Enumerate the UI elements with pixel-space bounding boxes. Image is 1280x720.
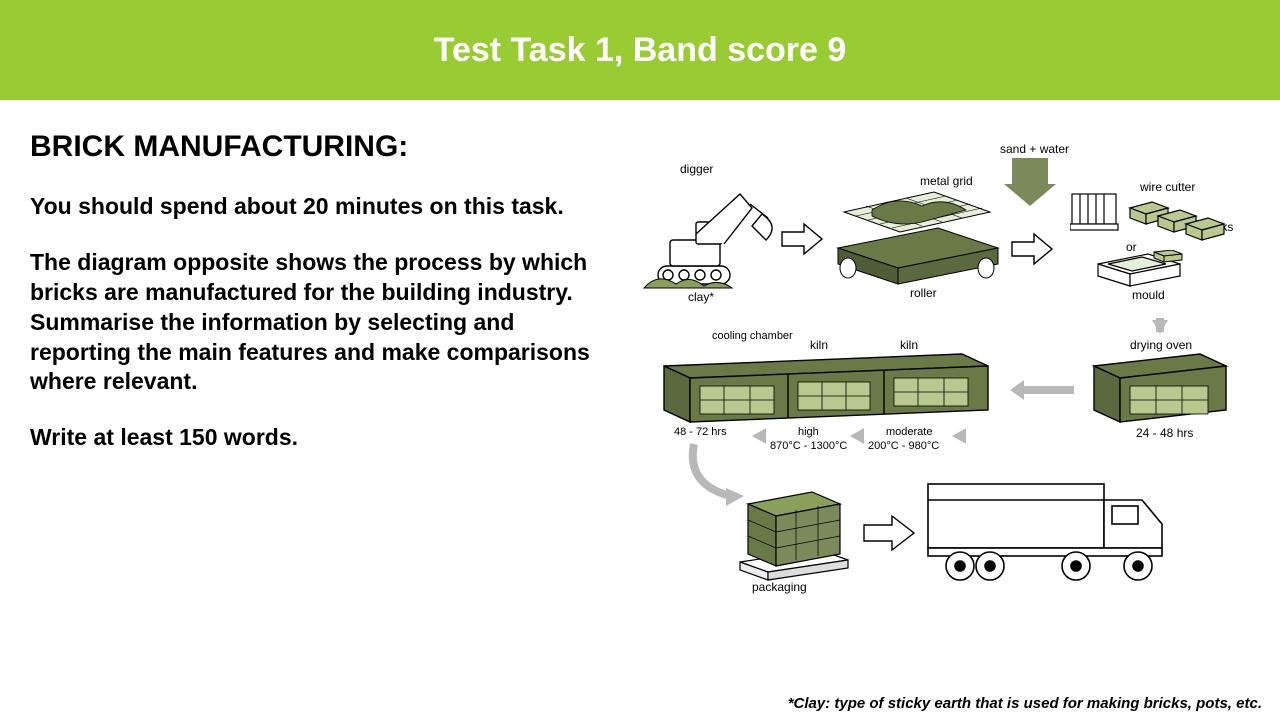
- arrow-icon: [780, 222, 824, 256]
- prompt-p2: The diagram opposite shows the process b…: [30, 248, 620, 397]
- diagram-column: digger clay* metal grid roller sand + wa…: [640, 130, 1250, 600]
- title-banner: Test Task 1, Band score 9: [0, 0, 1280, 100]
- label-cooling: cooling chamber: [712, 330, 793, 342]
- arrow-left-icon: [850, 428, 864, 444]
- label-packaging: packaging: [752, 580, 807, 594]
- prompt-p1: You should spend about 20 minutes on thi…: [30, 192, 620, 222]
- digger-icon: [640, 174, 780, 294]
- page-title: Test Task 1, Band score 9: [434, 31, 847, 70]
- kiln-block-icon: [660, 350, 990, 430]
- sand-water-arrow-icon: [1012, 158, 1056, 206]
- mould-icon: [1094, 250, 1184, 290]
- brick-process-diagram: digger clay* metal grid roller sand + wa…: [640, 130, 1240, 600]
- footnote: *Clay: type of sticky earth that is used…: [788, 695, 1262, 712]
- packaging-icon: [734, 478, 854, 582]
- label-kiln-mod-temp: 200°C - 980°C: [868, 440, 939, 452]
- arrow-icon: [1010, 232, 1054, 266]
- arrow-icon: [862, 514, 916, 552]
- label-sand-water: sand + water: [1000, 142, 1069, 156]
- wire-cutter-icon: [1070, 186, 1240, 246]
- truck-icon: [926, 476, 1176, 586]
- prompt-heading: BRICK MANUFACTURING:: [30, 130, 620, 164]
- prompt-text-column: BRICK MANUFACTURING: You should spend ab…: [30, 130, 640, 600]
- arrow-left-icon: [952, 428, 966, 444]
- label-kiln-high-temp: 870°C - 1300°C: [770, 440, 847, 452]
- content-area: BRICK MANUFACTURING: You should spend ab…: [0, 100, 1280, 600]
- prompt-p3: Write at least 150 words.: [30, 423, 620, 453]
- arrow-down-icon: [1152, 320, 1168, 334]
- drying-oven-icon: [1090, 350, 1230, 430]
- label-mould: mould: [1132, 288, 1165, 302]
- arrow-left-icon: [1010, 380, 1074, 400]
- roller-icon: [826, 186, 1006, 296]
